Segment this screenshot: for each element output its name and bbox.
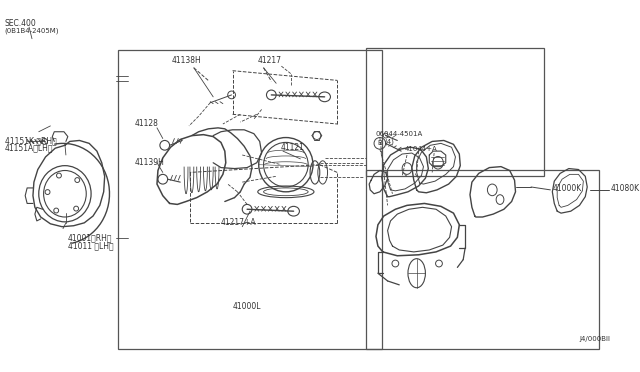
Text: (0B1B4-2405M): (0B1B4-2405M): [5, 28, 60, 34]
Text: (4): (4): [385, 138, 395, 145]
Text: 41080K: 41080K: [611, 185, 639, 193]
Text: 41217+A: 41217+A: [221, 218, 257, 227]
Text: B: B: [378, 140, 382, 146]
Text: 06044-4501A: 06044-4501A: [376, 131, 423, 137]
Bar: [366, 48, 543, 176]
Text: 41001〈RH〉: 41001〈RH〉: [68, 234, 113, 243]
Text: 41044+A: 41044+A: [405, 146, 438, 152]
Text: SEC.400: SEC.400: [5, 19, 36, 28]
Text: 41128: 41128: [134, 119, 159, 128]
Text: 41000L: 41000L: [233, 302, 261, 311]
Text: 41138H: 41138H: [172, 57, 201, 65]
Bar: [118, 50, 382, 349]
Text: 41151K 〈RH〉: 41151K 〈RH〉: [5, 136, 56, 145]
Text: 41151A〈LH〉: 41151A〈LH〉: [5, 144, 53, 153]
Text: 41000K: 41000K: [552, 185, 582, 193]
Text: 41139H: 41139H: [134, 158, 164, 167]
Text: 41217: 41217: [258, 57, 282, 65]
Text: 41121: 41121: [281, 143, 305, 152]
Text: 41011 〈LH〉: 41011 〈LH〉: [68, 241, 113, 251]
Bar: [366, 170, 599, 349]
Text: J4/000BII: J4/000BII: [579, 336, 611, 342]
